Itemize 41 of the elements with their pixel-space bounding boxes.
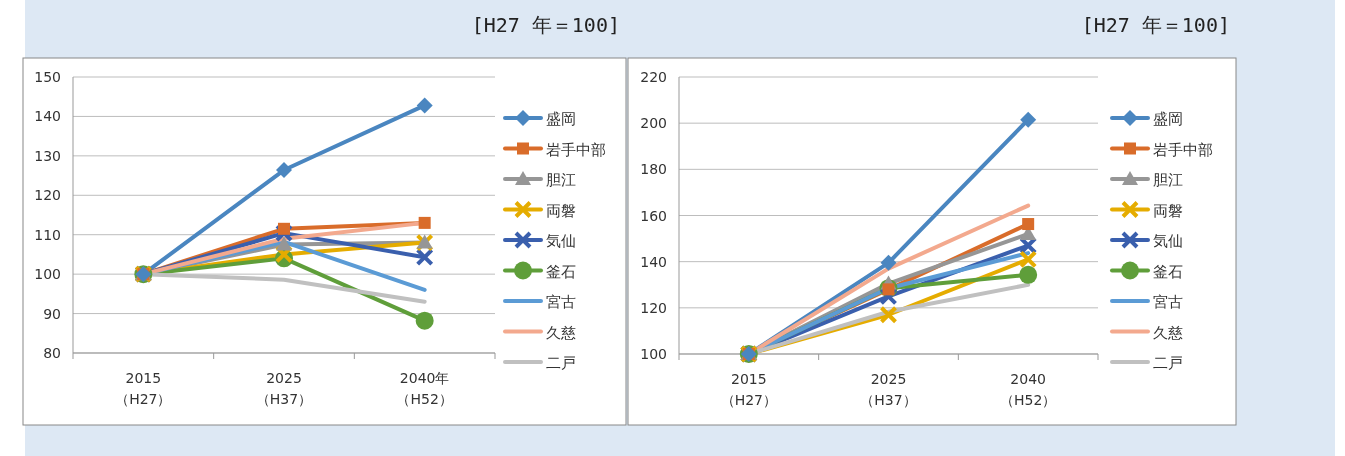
y-tick-label: 160 (640, 207, 667, 224)
legend-label: 胆江 (1153, 171, 1183, 189)
legend-label: 気仙 (1153, 232, 1183, 250)
y-tick-label: 180 (640, 161, 667, 178)
y-tick-label: 110 (34, 226, 61, 243)
text: [H27 年＝100] (1081, 13, 1230, 37)
legend-label: 久慈 (546, 323, 576, 342)
x-tick-label: 2015（H27） (115, 370, 172, 407)
legend-label: 二戸 (1153, 354, 1183, 372)
legend-label: 盛岡 (1153, 110, 1183, 128)
legend-label: 岩手中部 (546, 140, 606, 159)
legend-label: 胆江 (546, 171, 576, 189)
x-tick-label: 2025（H37） (255, 370, 313, 407)
y-tick-label: 120 (34, 187, 61, 204)
legend-label: 釜石 (1153, 262, 1183, 281)
y-tick-label: 130 (34, 147, 61, 164)
y-tick-label: 100 (34, 266, 61, 283)
text: [H27 年＝100] (471, 13, 620, 37)
legend-label: 両磐 (546, 201, 576, 220)
legend-label: 気仙 (546, 232, 576, 250)
x-tick-label: 2040年（H52） (396, 370, 453, 407)
legend-label: 釜石 (546, 262, 576, 281)
legend-label: 久慈 (1153, 323, 1183, 342)
y-tick-label: 140 (34, 108, 61, 125)
legend-label: 両磐 (1153, 201, 1183, 220)
y-tick-label: 120 (640, 299, 667, 316)
x-tick-label: 2015（H27） (720, 371, 778, 408)
y-tick-label: 100 (640, 346, 667, 362)
y-tick-label: 200 (640, 115, 667, 132)
legend-label: 二戸 (546, 354, 576, 372)
y-tick-label: 150 (34, 69, 61, 85)
legend-label: 盛岡 (546, 110, 576, 128)
y-tick-label: 80 (43, 345, 61, 361)
x-tick-label: 2040（H52） (999, 371, 1057, 408)
legend-label: 岩手中部 (1153, 140, 1213, 159)
y-tick-label: 220 (640, 69, 667, 85)
y-tick-label: 90 (43, 305, 61, 322)
x-tick-label: 2025（H37） (860, 371, 917, 408)
y-tick-label: 140 (640, 253, 667, 270)
legend-label: 宮古 (546, 293, 576, 311)
legend-label: 宮古 (1153, 293, 1183, 311)
